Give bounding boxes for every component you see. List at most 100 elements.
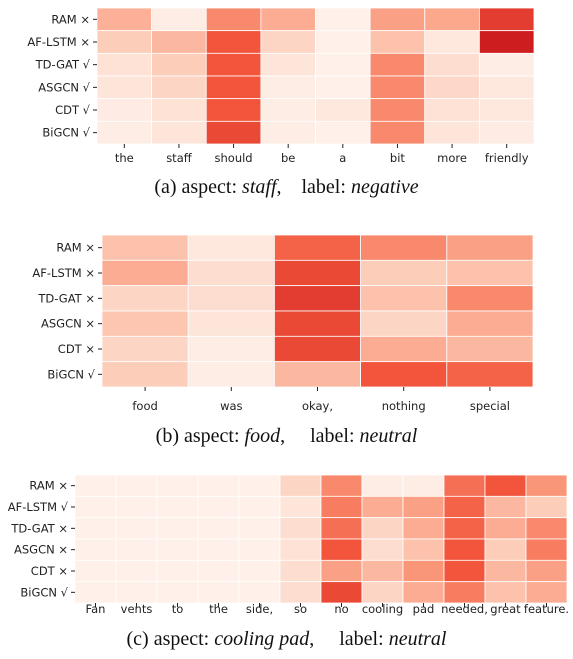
col-label-c-0: Fan (86, 602, 106, 616)
row-label-b-4: CDT × (58, 342, 95, 356)
col-label-c-8: pad (413, 602, 435, 616)
cell-b-r5-c4 (446, 361, 534, 388)
cell-a-r2-c4 (315, 52, 371, 77)
row-label-a-5: BiGCN √ (42, 126, 90, 140)
cell-c-r3-c4 (238, 538, 281, 561)
cell-c-r2-c1 (115, 517, 158, 540)
caption-c-label: neutral (388, 628, 447, 650)
caption-a-aspect: staff (242, 176, 277, 198)
cell-c-r4-c3 (197, 559, 240, 583)
cell-a-r3-c1 (151, 75, 207, 100)
cell-b-r4-c4 (446, 335, 534, 363)
caption-a-prefix: (a) aspect: (154, 176, 243, 198)
col-label-c-9: needed, (441, 602, 488, 616)
cell-b-r4-c2 (273, 335, 361, 363)
cell-c-r5-c3 (197, 581, 240, 604)
cell-a-r0-c7 (478, 7, 535, 32)
cell-c-r4-c5 (279, 559, 322, 583)
cell-a-r2-c3 (260, 52, 316, 77)
cell-a-r5-c3 (260, 120, 316, 145)
cell-a-r0-c4 (315, 7, 371, 32)
row-label-a-3: ASGCN √ (38, 80, 90, 94)
col-label-a-7: friendly (485, 151, 529, 165)
cell-b-r4-c1 (187, 335, 275, 363)
cell-c-r4-c0 (74, 559, 117, 583)
cell-a-r3-c5 (369, 75, 426, 100)
cell-c-r0-c6 (320, 474, 363, 497)
cell-b-r0-c0 (101, 234, 189, 261)
cell-c-r5-c4 (238, 581, 281, 604)
row-label-b-5: BiGCN √ (47, 367, 95, 381)
cell-a-r0-c0 (96, 7, 153, 32)
cell-a-r4-c2 (205, 98, 262, 122)
cell-c-r2-c0 (74, 517, 117, 540)
col-label-c-4: side, (246, 602, 273, 616)
cell-c-r1-c6 (320, 495, 363, 519)
cell-b-r3-c4 (446, 310, 534, 337)
caption-c: (c) aspect: cooling pad, label: neutral (0, 628, 573, 651)
col-label-a-5: bit (390, 151, 405, 165)
col-label-c-10: great (490, 602, 521, 616)
cell-a-r5-c1 (151, 120, 207, 145)
cell-a-r5-c0 (96, 120, 153, 145)
cell-c-r5-c5 (279, 581, 322, 604)
cell-c-r4-c11 (525, 559, 568, 583)
cell-a-r5-c4 (315, 120, 371, 145)
cell-a-r3-c6 (424, 75, 480, 100)
row-label-a-0: RAM × (51, 12, 90, 26)
cell-b-r2-c1 (187, 285, 275, 312)
cell-a-r1-c2 (205, 30, 262, 54)
col-label-a-4: a (339, 151, 346, 165)
cell-a-r2-c1 (151, 52, 207, 77)
cell-c-r1-c3 (197, 495, 240, 519)
cell-a-r2-c5 (369, 52, 426, 77)
cell-c-r4-c4 (238, 559, 281, 583)
col-label-b-0: food (132, 399, 157, 413)
cell-a-r4-c4 (315, 98, 371, 122)
cell-c-r1-c11 (525, 495, 568, 519)
cell-b-r3-c2 (273, 310, 361, 337)
cell-c-r1-c5 (279, 495, 322, 519)
cell-a-r3-c7 (478, 75, 535, 100)
row-label-c-5: BiGCN √ (20, 585, 68, 599)
col-label-c-3: the (209, 602, 228, 616)
col-label-b-4: special (470, 399, 510, 413)
cell-a-r3-c3 (260, 75, 316, 100)
row-label-b-2: TD-GAT × (37, 291, 95, 305)
cell-a-r1-c5 (369, 30, 426, 54)
cell-a-r5-c7 (478, 120, 535, 145)
cell-c-r1-c7 (361, 495, 404, 519)
cell-b-r3-c3 (360, 310, 448, 337)
cell-a-r4-c1 (151, 98, 207, 122)
cell-b-r4-c3 (360, 335, 448, 363)
caption-a-label: negative (350, 176, 419, 198)
cell-a-r1-c3 (260, 30, 316, 54)
cell-a-r0-c3 (260, 7, 316, 32)
cell-a-r3-c4 (315, 75, 371, 100)
caption-c-prefix: (c) aspect: (126, 628, 215, 650)
cell-a-r2-c6 (424, 52, 480, 77)
cell-b-r0-c1 (187, 234, 275, 261)
caption-c-sep: , label: (309, 628, 389, 650)
cell-c-r5-c1 (115, 581, 158, 604)
cell-a-r1-c7 (478, 30, 535, 54)
cell-c-r2-c10 (484, 517, 527, 540)
cell-a-r5-c5 (369, 120, 426, 145)
col-label-c-6: no (334, 602, 348, 616)
cell-c-r1-c9 (443, 495, 486, 519)
cell-c-r2-c2 (156, 517, 199, 540)
cell-c-r5-c8 (402, 581, 445, 604)
cell-c-r0-c11 (525, 474, 568, 497)
cell-c-r0-c9 (443, 474, 486, 497)
row-label-a-2: TD-GAT √ (35, 58, 91, 72)
cell-c-r4-c7 (361, 559, 404, 583)
cell-c-r3-c0 (74, 538, 117, 561)
cell-c-r5-c9 (443, 581, 486, 604)
caption-a-sep: , label: (276, 176, 351, 198)
cell-a-r1-c0 (96, 30, 153, 54)
row-label-b-1: AF-LSTM × (32, 266, 95, 280)
caption-b-aspect: food (244, 425, 281, 447)
cell-c-r2-c9 (443, 517, 486, 540)
col-label-a-1: staff (166, 151, 193, 165)
cell-c-r5-c6 (320, 581, 363, 604)
